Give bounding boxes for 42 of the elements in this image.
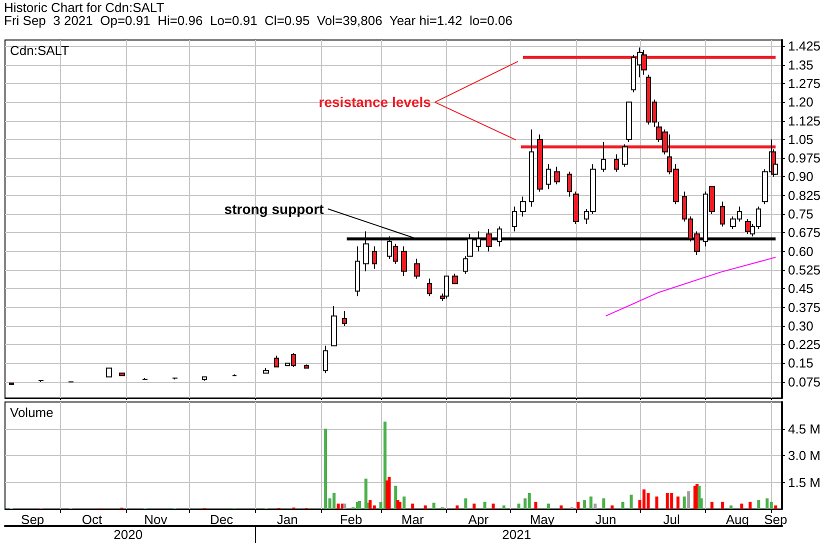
y-tick-label: 0.90 <box>788 169 814 184</box>
y-tick-label: 0.375 <box>788 300 821 315</box>
y-tick-label: 0.675 <box>788 225 821 240</box>
y-tick-label: 0.75 <box>788 206 814 222</box>
y-tick-label: 1.425 <box>788 38 821 54</box>
x-tick-label: May <box>530 512 555 527</box>
y-tick-label: 0.525 <box>788 262 821 278</box>
annotation: resistance levels <box>318 94 432 110</box>
y-tick-label: 3.0 M <box>788 448 821 463</box>
x2-tick-label: 2021 <box>502 527 532 542</box>
x-tick-label: Jan <box>276 512 298 527</box>
y-tick-label: 0.30 <box>788 318 814 334</box>
x2-tick-label: 2020 <box>114 527 143 542</box>
x-tick-label: Dec <box>210 512 234 527</box>
y-tick-label: 1.275 <box>788 76 821 92</box>
y-tick-label: 0.225 <box>788 337 821 352</box>
annotation: strong support <box>224 200 324 217</box>
y-tick-label: 1.125 <box>788 113 821 128</box>
x-tick-label: Mar <box>401 512 424 527</box>
y-tick-label: 4.5 M <box>788 421 821 436</box>
chart-title: Historic Chart for Cdn:SALT <box>4 0 164 15</box>
x-tick-label: Sep <box>21 512 44 527</box>
x-tick-label: Sep <box>764 512 788 527</box>
y-tick-label: 0.45 <box>788 281 814 296</box>
x-tick-label: Jun <box>595 512 616 527</box>
x-tick-label: Jul <box>663 512 680 527</box>
y-tick-label: 0.825 <box>788 188 821 203</box>
x-tick-label: Feb <box>340 512 362 527</box>
y-tick-label: 1.5 M <box>788 474 821 490</box>
y-tick-label: 1.35 <box>788 57 814 72</box>
y-tick-label: 1.20 <box>788 94 814 110</box>
y-tick-label: 1.05 <box>788 132 814 147</box>
y-tick-label: 0.075 <box>788 374 821 390</box>
x-tick-label: Oct <box>82 512 103 527</box>
x-tick-label: Nov <box>144 512 168 527</box>
y-tick-label: 0.975 <box>788 150 821 166</box>
annotation: Volume <box>10 405 54 420</box>
x-tick-label: Apr <box>468 512 490 527</box>
chart-subtitle: Fri Sep 3 2021 Op=0.91 Hi=0.96 Lo=0.91 Cl=0.95 Vol=39,806 Year hi=1.42 lo=0.06 <box>4 13 512 28</box>
y-tick-label: 0.60 <box>788 244 814 259</box>
annotation: Cdn:SALT <box>10 43 70 58</box>
y-tick-label: 0.15 <box>788 356 814 371</box>
